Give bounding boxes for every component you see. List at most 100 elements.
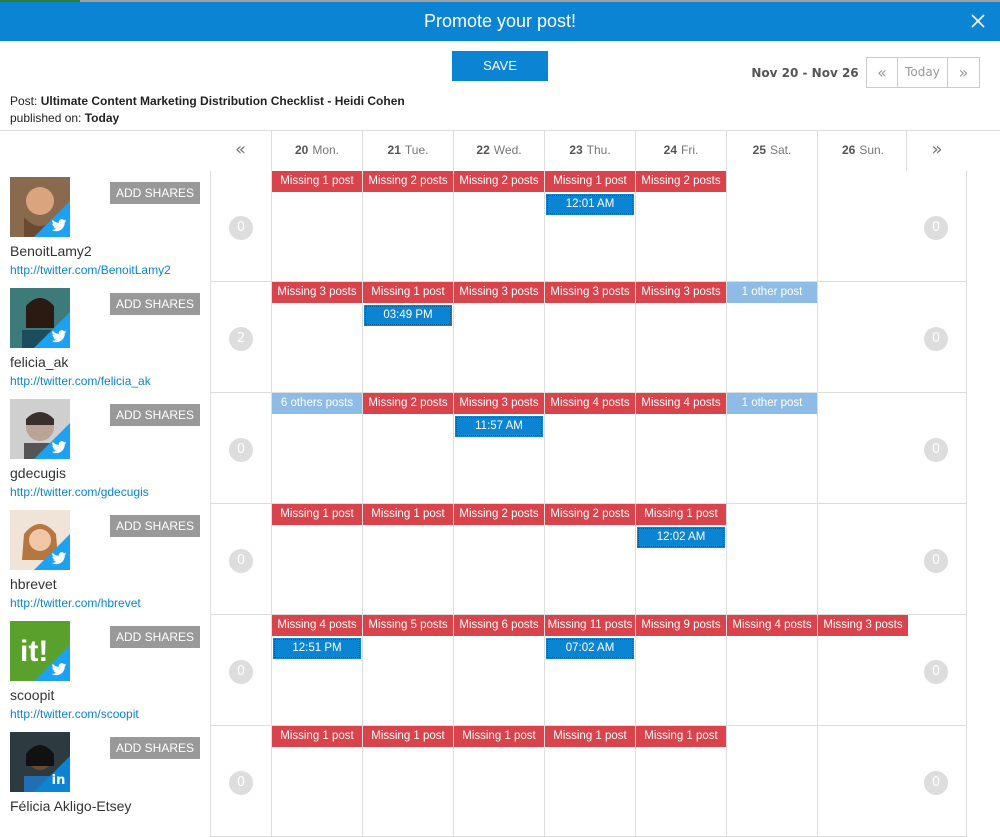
missing-posts-badge[interactable]: Missing 4 posts xyxy=(636,393,726,414)
add-shares-button[interactable]: ADD SHARES xyxy=(110,737,200,759)
scheduled-time-slot[interactable]: 12:01 AM xyxy=(546,194,634,215)
missing-posts-badge[interactable]: Missing 1 post xyxy=(363,504,453,525)
day-cell[interactable]: Missing 4 posts xyxy=(635,393,726,504)
day-cell[interactable]: Missing 1 post 12:02 AM xyxy=(635,504,726,615)
missing-posts-badge[interactable]: Missing 1 post xyxy=(272,171,362,192)
missing-posts-badge[interactable]: Missing 2 posts xyxy=(454,504,544,525)
day-cell[interactable] xyxy=(726,171,817,282)
add-shares-button[interactable]: ADD SHARES xyxy=(110,515,200,537)
day-cell[interactable]: Missing 2 posts xyxy=(362,171,453,282)
missing-posts-badge[interactable]: Missing 2 posts xyxy=(636,171,726,192)
day-cell[interactable]: Missing 1 post 12:01 AM xyxy=(544,171,635,282)
day-cell[interactable]: Missing 4 posts xyxy=(726,615,817,726)
missing-posts-badge[interactable]: Missing 2 posts xyxy=(363,393,453,414)
day-cell[interactable]: Missing 2 posts xyxy=(453,504,544,615)
missing-posts-badge[interactable]: Missing 9 posts xyxy=(636,615,726,636)
day-cell[interactable] xyxy=(817,726,908,837)
day-cell[interactable] xyxy=(726,504,817,615)
missing-posts-badge[interactable]: Missing 1 post xyxy=(272,726,362,747)
add-shares-button[interactable]: ADD SHARES xyxy=(110,404,200,426)
add-shares-button[interactable]: ADD SHARES xyxy=(110,293,200,315)
next-week-button[interactable]: » xyxy=(958,63,969,82)
account-url-link[interactable]: http://twitter.com/gdecugis xyxy=(10,485,149,499)
day-cell[interactable] xyxy=(817,393,908,504)
missing-posts-badge[interactable]: Missing 1 post xyxy=(363,726,453,747)
other-posts-badge[interactable]: 6 others posts xyxy=(272,393,362,414)
missing-posts-badge[interactable]: Missing 3 posts xyxy=(545,282,635,303)
day-cell[interactable]: Missing 2 posts xyxy=(635,171,726,282)
scheduled-time-slot[interactable]: 03:49 PM xyxy=(364,305,452,326)
missing-posts-badge[interactable]: Missing 3 posts xyxy=(454,282,544,303)
missing-posts-badge[interactable]: Missing 1 post xyxy=(272,504,362,525)
missing-posts-badge[interactable]: Missing 3 posts xyxy=(818,615,908,636)
day-cell[interactable]: Missing 3 posts xyxy=(817,615,908,726)
day-cell[interactable]: Missing 1 post 03:49 PM xyxy=(362,282,453,393)
other-posts-badge[interactable]: 1 other post xyxy=(727,282,817,303)
day-cell[interactable]: 1 other post xyxy=(726,393,817,504)
missing-posts-badge[interactable]: Missing 4 posts xyxy=(272,615,362,636)
missing-posts-badge[interactable]: Missing 4 posts xyxy=(545,393,635,414)
day-cell[interactable]: Missing 2 posts xyxy=(453,171,544,282)
day-cell[interactable]: Missing 11 posts 07:02 AM xyxy=(544,615,635,726)
account-url-link[interactable]: http://twitter.com/hbrevet xyxy=(10,596,141,610)
close-icon[interactable] xyxy=(968,11,988,31)
prev-week-button[interactable]: « xyxy=(867,58,898,87)
missing-posts-badge[interactable]: Missing 1 post xyxy=(363,282,453,303)
day-cell[interactable]: Missing 1 post xyxy=(271,504,362,615)
day-cell[interactable] xyxy=(817,282,908,393)
missing-posts-badge[interactable]: Missing 3 posts xyxy=(272,282,362,303)
missing-posts-badge[interactable]: Missing 1 post xyxy=(545,726,635,747)
missing-posts-badge[interactable]: Missing 1 post xyxy=(545,171,635,192)
day-cell[interactable]: Missing 1 post xyxy=(635,726,726,837)
missing-posts-badge[interactable]: Missing 1 post xyxy=(636,726,726,747)
day-cell[interactable]: Missing 1 post xyxy=(362,726,453,837)
day-cell[interactable]: Missing 3 posts 11:57 AM xyxy=(453,393,544,504)
today-button[interactable]: Today xyxy=(898,58,948,87)
missing-posts-badge[interactable]: Missing 4 posts xyxy=(727,615,817,636)
day-cell[interactable]: Missing 3 posts xyxy=(635,282,726,393)
day-cell[interactable]: Missing 4 posts xyxy=(544,393,635,504)
account-url-link[interactable]: http://twitter.com/BenoitLamy2 xyxy=(10,263,171,277)
day-cell[interactable] xyxy=(817,504,908,615)
other-posts-badge[interactable]: 1 other post xyxy=(727,393,817,414)
day-cell[interactable] xyxy=(817,171,908,282)
missing-posts-badge[interactable]: Missing 1 post xyxy=(454,726,544,747)
day-cell[interactable]: 1 other post xyxy=(726,282,817,393)
missing-posts-badge[interactable]: Missing 6 posts xyxy=(454,615,544,636)
day-cell[interactable]: Missing 2 posts xyxy=(362,393,453,504)
scheduled-time-slot[interactable]: 12:02 AM xyxy=(637,527,725,548)
day-cell[interactable]: Missing 1 post xyxy=(271,726,362,837)
scheduled-time-slot[interactable]: 11:57 AM xyxy=(455,416,543,437)
day-cell[interactable] xyxy=(726,726,817,837)
missing-posts-badge[interactable]: Missing 3 posts xyxy=(636,282,726,303)
missing-posts-badge[interactable]: Missing 11 posts xyxy=(545,615,635,636)
day-cell[interactable]: Missing 1 post xyxy=(362,504,453,615)
scheduled-time-slot[interactable]: 07:02 AM xyxy=(546,638,634,659)
save-button[interactable]: SAVE xyxy=(452,51,548,81)
add-shares-button[interactable]: ADD SHARES xyxy=(110,626,200,648)
day-cell[interactable]: Missing 3 posts xyxy=(271,282,362,393)
account-url-link[interactable]: http://twitter.com/felicia_ak xyxy=(10,374,151,388)
day-cell[interactable]: Missing 1 post xyxy=(544,726,635,837)
calendar-next-arrow[interactable]: » xyxy=(906,131,967,171)
missing-posts-badge[interactable]: Missing 3 posts xyxy=(454,393,544,414)
missing-posts-badge[interactable]: Missing 2 posts xyxy=(545,504,635,525)
day-cell[interactable]: Missing 2 posts xyxy=(544,504,635,615)
day-cell[interactable]: 6 others posts xyxy=(271,393,362,504)
day-cell[interactable]: Missing 9 posts xyxy=(635,615,726,726)
scheduled-time-slot[interactable]: 12:51 PM xyxy=(273,638,361,659)
calendar-prev-arrow[interactable]: « xyxy=(234,139,246,160)
day-cell[interactable]: Missing 5 posts xyxy=(362,615,453,726)
day-cell[interactable]: Missing 3 posts xyxy=(453,282,544,393)
missing-posts-badge[interactable]: Missing 2 posts xyxy=(363,171,453,192)
day-cell[interactable]: Missing 3 posts xyxy=(544,282,635,393)
missing-posts-badge[interactable]: Missing 1 post xyxy=(636,504,726,525)
day-cell[interactable]: Missing 4 posts 12:51 PM xyxy=(271,615,362,726)
day-cell[interactable]: Missing 1 post xyxy=(453,726,544,837)
missing-posts-badge[interactable]: Missing 2 posts xyxy=(454,171,544,192)
add-shares-button[interactable]: ADD SHARES xyxy=(110,182,200,204)
day-cell[interactable]: Missing 1 post xyxy=(271,171,362,282)
missing-posts-badge[interactable]: Missing 5 posts xyxy=(363,615,453,636)
account-url-link[interactable]: http://twitter.com/scoopit xyxy=(10,707,139,721)
day-cell[interactable]: Missing 6 posts xyxy=(453,615,544,726)
